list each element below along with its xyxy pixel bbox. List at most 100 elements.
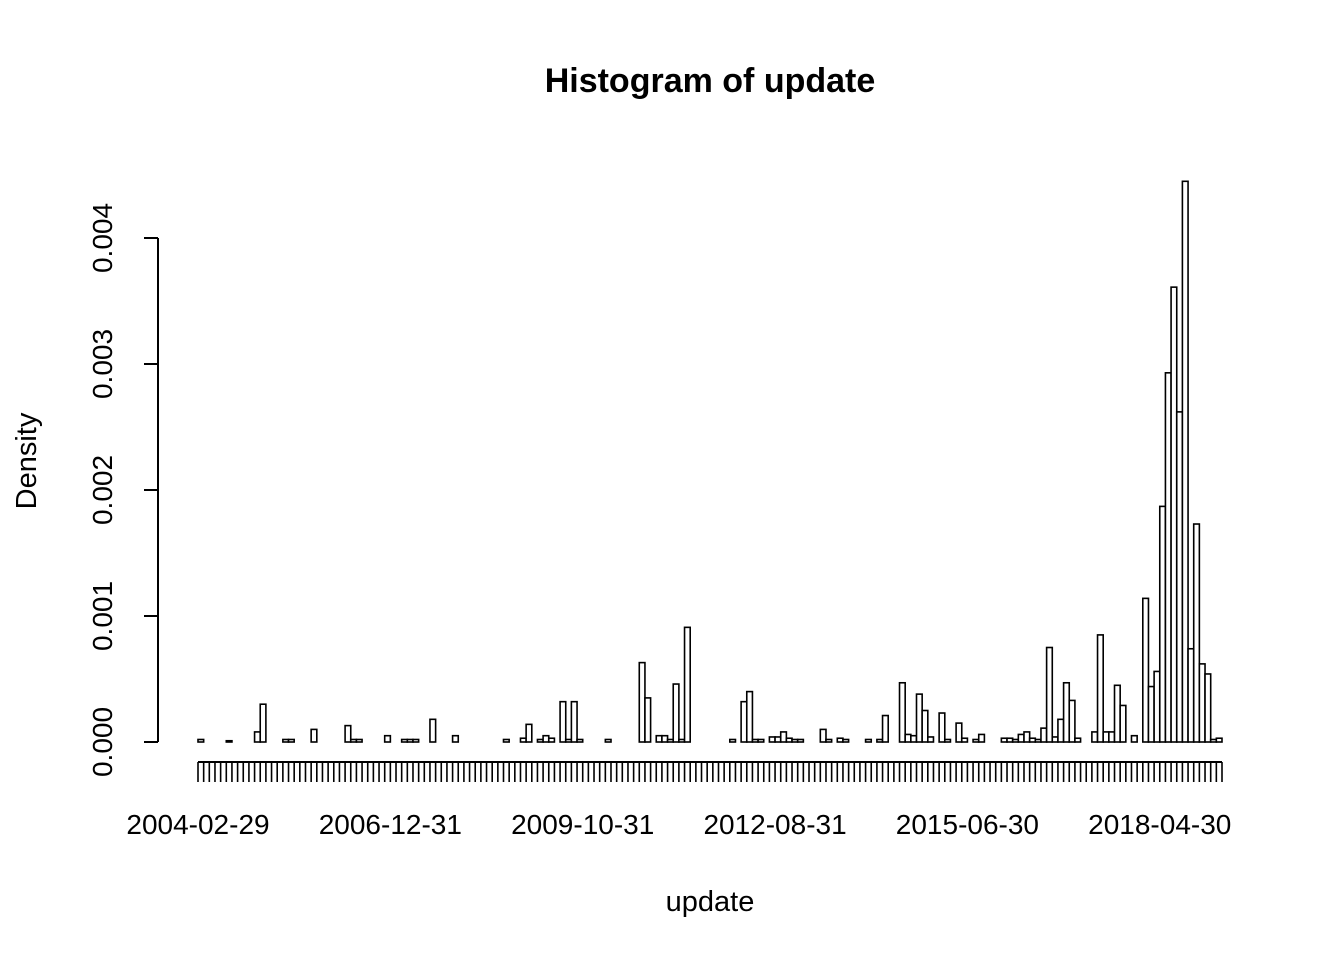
histogram-bar (1215, 737, 1223, 743)
y-tick-label: 0.004 (87, 203, 118, 273)
histogram-bar (1192, 523, 1201, 743)
histogram-bar (604, 738, 612, 743)
histogram-bar (785, 737, 793, 743)
histogram-bar (836, 737, 844, 743)
histogram-bar (502, 738, 510, 743)
histogram-bar (819, 728, 827, 743)
histogram-bar (661, 734, 669, 743)
histogram-bar (683, 626, 691, 743)
histogram-bar (1045, 646, 1054, 743)
histogram-bar (1102, 731, 1110, 743)
histogram-bar (1113, 684, 1121, 743)
histogram-bar (1119, 704, 1127, 743)
histogram-bar (825, 738, 833, 743)
histogram-bar (666, 738, 675, 743)
histogram-bar (344, 724, 352, 743)
histogram-bar (1108, 731, 1116, 743)
histogram-bar (383, 734, 392, 743)
histogram-bar (921, 709, 929, 743)
histogram-bar (1011, 738, 1020, 743)
y-tick-label: 0.001 (87, 581, 118, 651)
chart-title: Histogram of update (545, 62, 876, 100)
histogram-bar (904, 733, 912, 743)
histogram-bar (1164, 372, 1172, 743)
histogram-bar (915, 693, 923, 743)
y-axis-label: Density (11, 412, 43, 509)
histogram-bar (406, 738, 414, 743)
y-tick-label: 0.002 (87, 455, 118, 525)
histogram-bar (728, 738, 737, 743)
y-tick-label: 0.003 (87, 329, 118, 399)
histogram-bar (197, 738, 205, 743)
x-tick-label: 2012-08-31 (703, 809, 846, 840)
histogram-bar (1158, 505, 1167, 743)
histogram-bar (927, 736, 935, 743)
histogram-bar (779, 731, 788, 743)
histogram-bar (1034, 738, 1042, 743)
histogram-bar (864, 738, 873, 743)
histogram-bar (225, 739, 233, 743)
histogram-bar (638, 661, 646, 743)
histogram-bar (1006, 737, 1014, 743)
histogram-bar (1130, 734, 1138, 743)
x-tick-label: 2018-04-30 (1088, 809, 1231, 840)
histogram-bar (678, 738, 686, 743)
histogram-bar (1074, 737, 1082, 743)
histogram-bar (768, 736, 776, 743)
histogram-bar (1147, 685, 1155, 743)
histogram-bar (542, 734, 550, 743)
histogram-bar (1062, 681, 1071, 743)
histogram-bar (1181, 180, 1189, 743)
histogram-bar (564, 738, 573, 743)
y-tick-label: 0.000 (87, 707, 118, 777)
histogram-bar (745, 690, 754, 743)
histogram-bar (1000, 737, 1008, 743)
histogram-bar (751, 738, 759, 743)
histogram-bar (757, 738, 765, 743)
y-axis: 0.000 0.001 0.002 0.003 0.004 (87, 203, 159, 777)
histogram-bar (655, 734, 663, 743)
histogram-bar (287, 738, 295, 743)
x-tick-label: 2015-06-30 (896, 809, 1039, 840)
histogram-bar (349, 738, 358, 743)
histogram-bar (570, 700, 578, 743)
histogram-bar (796, 738, 805, 743)
histogram-bar (938, 712, 946, 743)
histogram-bar (1068, 699, 1076, 743)
histogram-bar (955, 722, 963, 743)
histogram-bar (559, 700, 567, 743)
histogram-bar (1096, 634, 1105, 743)
x-axis-label: update (666, 886, 755, 918)
histogram-bar (1198, 663, 1206, 743)
histogram-bar (576, 738, 584, 743)
histogram-bar (282, 738, 290, 743)
histogram-bar (547, 737, 556, 743)
histogram-bar (910, 734, 918, 743)
x-axis: 2004-02-29 2006-12-31 2009-10-31 2012-08-31… (126, 761, 1231, 840)
histogram-bar (876, 738, 884, 743)
histogram-bar (740, 700, 748, 743)
histogram-bar (898, 681, 906, 743)
histogram-bar (1091, 731, 1099, 743)
histogram-bar (1023, 731, 1031, 743)
histogram-bar (451, 734, 460, 743)
histogram-bar (1017, 733, 1025, 743)
histogram-bar (1209, 738, 1218, 743)
histogram-bar (644, 697, 652, 743)
histogram-bar (1153, 670, 1161, 743)
histogram-bar (412, 738, 420, 743)
histogram-bar (1170, 286, 1178, 743)
histogram-bar (1057, 718, 1065, 743)
histogram-bar (519, 737, 527, 743)
histogram-bar (259, 703, 267, 743)
histogram-bar (791, 738, 799, 743)
histogram-bar (1204, 673, 1212, 743)
x-tick-label: 2006-12-31 (319, 809, 462, 840)
histogram-bar (400, 738, 409, 743)
histogram-bar (1040, 727, 1048, 743)
histogram-bar (842, 738, 850, 743)
histogram-bar (972, 738, 980, 743)
histogram-bar (253, 731, 262, 743)
histogram-bar (429, 718, 437, 743)
